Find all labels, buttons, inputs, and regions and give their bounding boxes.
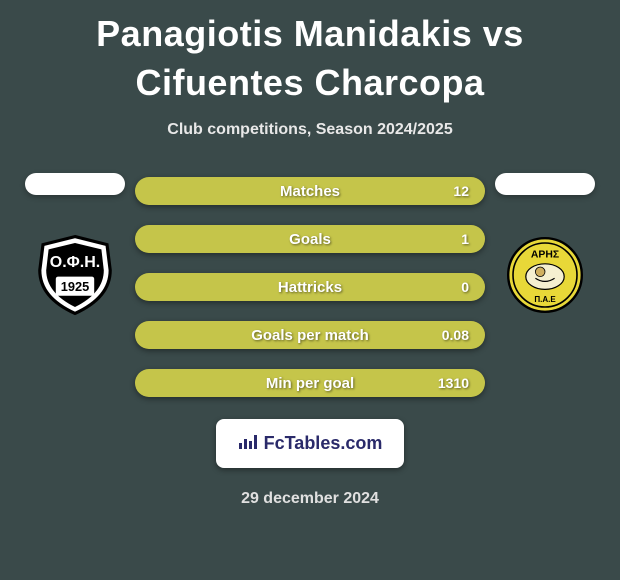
right-club-badge: ΑΡΗΣ Π.Α.Ε [505,235,585,315]
stat-value: 0.08 [442,327,469,343]
comparison-card: Panagiotis Manidakis vs Cifuentes Charco… [0,0,620,580]
svg-text:ΑΡΗΣ: ΑΡΗΣ [531,250,559,261]
subtitle: Club competitions, Season 2024/2025 [167,121,452,139]
right-player-pill [495,173,595,195]
left-club-badge: Ο.Φ.Η. 1925 [35,235,115,315]
stat-value: 0 [461,279,469,295]
stat-bar-hattricks: Hattricks 0 [135,273,485,301]
right-player-col: ΑΡΗΣ Π.Α.Ε [495,173,595,315]
stat-label: Matches [280,183,340,200]
date-text: 29 december 2024 [241,490,379,508]
stat-value: 12 [453,183,469,199]
svg-text:Π.Α.Ε: Π.Α.Ε [534,295,556,304]
svg-text:Ο.Φ.Η.: Ο.Φ.Η. [50,254,100,271]
stat-bar-mpg: Min per goal 1310 [135,369,485,397]
svg-text:1925: 1925 [61,279,89,294]
stat-label: Goals [289,231,331,248]
stat-label: Goals per match [251,327,369,344]
stat-bar-gpm: Goals per match 0.08 [135,321,485,349]
stat-bar-matches: Matches 12 [135,177,485,205]
stats-column: Matches 12 Goals 1 Hattricks 0 Goals per… [135,173,485,397]
main-row: Ο.Φ.Η. 1925 Matches 12 Goals 1 Hattricks… [0,173,620,397]
stat-value: 1 [461,231,469,247]
aris-badge-icon: ΑΡΗΣ Π.Α.Ε [505,232,585,318]
stat-label: Hattricks [278,279,342,296]
ofi-badge-icon: Ο.Φ.Η. 1925 [35,232,115,318]
stat-bar-goals: Goals 1 [135,225,485,253]
left-player-col: Ο.Φ.Η. 1925 [25,173,125,315]
logo-text: FcTables.com [264,433,383,454]
left-player-pill [25,173,125,195]
chart-icon [238,433,258,454]
fctables-logo[interactable]: FcTables.com [216,419,405,468]
stat-value: 1310 [438,375,469,391]
stat-label: Min per goal [266,375,354,392]
page-title: Panagiotis Manidakis vs Cifuentes Charco… [0,10,620,107]
